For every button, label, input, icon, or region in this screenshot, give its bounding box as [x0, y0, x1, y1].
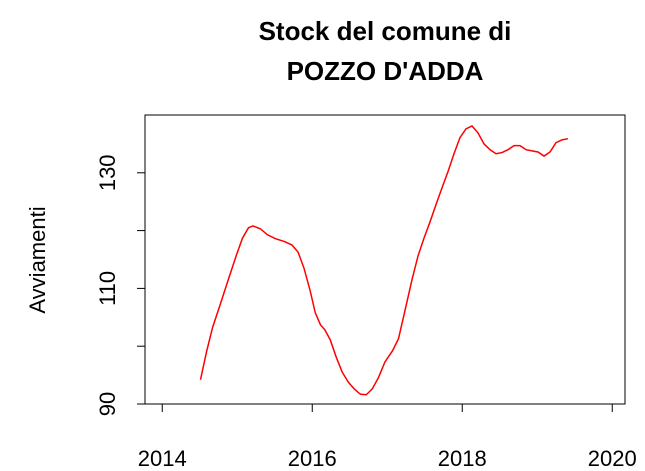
chart-title: POZZO D'ADDA — [287, 56, 484, 86]
y-tick-label: 90 — [95, 392, 120, 416]
x-tick-label: 2018 — [438, 446, 487, 471]
x-tick-label: 2020 — [588, 446, 637, 471]
x-tick-label: 2014 — [138, 446, 187, 471]
y-tick-label: 110 — [95, 271, 120, 306]
line-series — [199, 125, 569, 396]
x-tick-label: 2016 — [288, 446, 337, 471]
y-axis-label: Avviamenti — [25, 206, 50, 313]
chart-title: Stock del comune di — [259, 16, 512, 46]
y-tick-label: 130 — [95, 154, 120, 191]
